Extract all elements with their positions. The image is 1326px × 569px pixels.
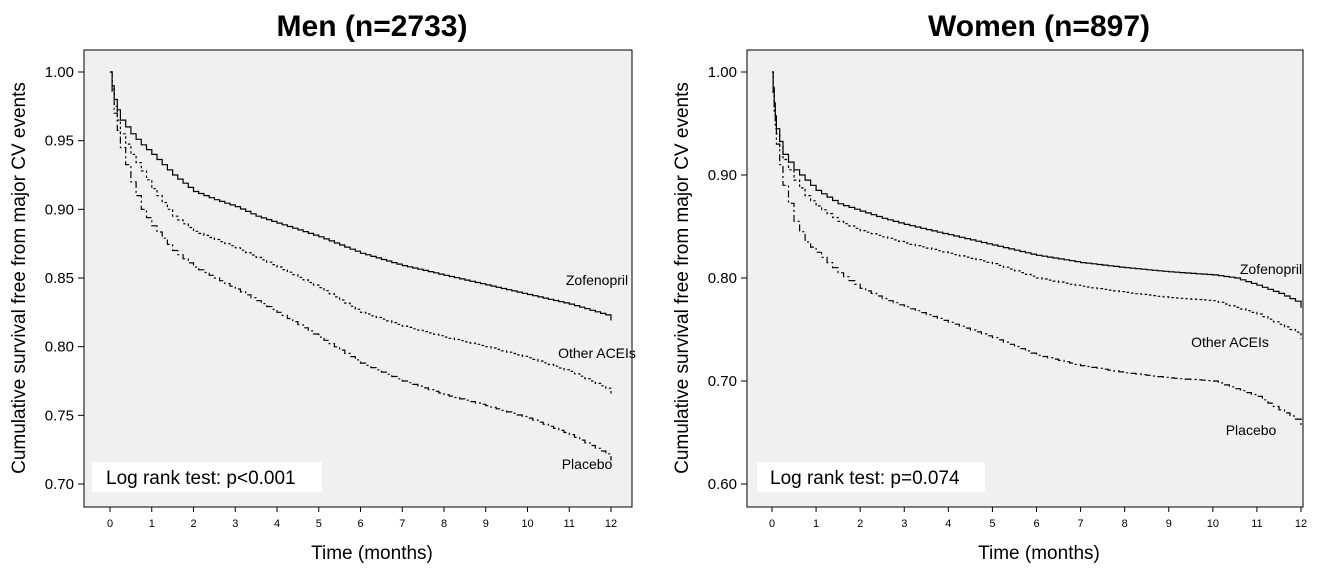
- series-label-other-aceis: Other ACEIs: [558, 345, 636, 361]
- y-tick-label: 0.90: [45, 201, 74, 218]
- x-axis: 0 1 2 3 4 5 6 7 8 9 10 11 12: [769, 507, 1307, 530]
- x-tick-label: 6: [357, 518, 363, 530]
- series-line-other-aceis: [772, 71, 1302, 339]
- x-tick-label: 9: [483, 518, 489, 530]
- series-line-other-aceis: [110, 71, 612, 395]
- series-line-placebo: [772, 71, 1302, 427]
- x-tick-label: 1: [149, 518, 155, 530]
- chart-title: Women (n=897): [928, 10, 1150, 43]
- x-tick-label: 6: [1033, 518, 1039, 530]
- series-lines: [772, 71, 1302, 427]
- y-tick-label: 1.00: [45, 64, 74, 81]
- x-tick-label: 1: [813, 518, 819, 530]
- plot-area: [83, 49, 633, 508]
- plot-area: [746, 49, 1304, 508]
- x-tick-label: 10: [1207, 518, 1219, 530]
- log-rank-annotation: Log rank test: p<0.001: [106, 468, 296, 489]
- x-tick-label: 4: [945, 518, 951, 530]
- chart-title: Men (n=2733): [277, 10, 468, 43]
- y-tick-label: 1.00: [708, 64, 737, 81]
- series-line-zofenopril: [110, 71, 612, 321]
- series-labels: Zofenopril Other ACEIs Placebo: [558, 272, 636, 472]
- y-tick-label: 0.70: [45, 476, 74, 493]
- x-axis-label: Time (months): [978, 543, 1100, 564]
- x-tick-label: 2: [857, 518, 863, 530]
- y-axis: 0.70 0.75 0.80 0.85 0.90 0.95 1.00: [45, 64, 84, 493]
- x-tick-label: 12: [1295, 518, 1307, 530]
- series-label-zofenopril: Zofenopril: [1240, 261, 1302, 277]
- y-tick-label: 0.70: [708, 373, 737, 390]
- series-labels: Zofenopril Other ACEIs Placebo: [1191, 261, 1302, 438]
- x-tick-label: 11: [1251, 518, 1262, 530]
- y-tick-label: 0.95: [45, 133, 74, 150]
- y-tick-label: 0.90: [708, 167, 737, 184]
- x-tick-label: 11: [564, 518, 575, 530]
- series-lines: [110, 71, 612, 461]
- y-axis: 0.60 0.70 0.80 0.90 1.00: [708, 64, 747, 493]
- series-label-zofenopril: Zofenopril: [566, 272, 628, 288]
- y-tick-label: 0.80: [708, 270, 737, 287]
- series-line-zofenopril: [772, 71, 1302, 308]
- x-axis: 0 1 2 3 4 5 6 7 8 9 10 11 12: [107, 507, 617, 530]
- series-label-placebo: Placebo: [1226, 422, 1277, 438]
- x-tick-label: 7: [399, 518, 405, 530]
- y-axis-label: Cumulative survival free from major CV e…: [672, 82, 693, 474]
- y-tick-label: 0.80: [45, 339, 74, 356]
- x-tick-label: 5: [316, 518, 322, 530]
- series-line-placebo: [110, 71, 612, 461]
- x-tick-label: 12: [605, 518, 617, 530]
- x-tick-label: 3: [232, 518, 238, 530]
- x-tick-label: 10: [521, 518, 533, 530]
- x-axis-label: Time (months): [311, 543, 433, 564]
- y-axis-label: Cumulative survival free from major CV e…: [9, 82, 30, 474]
- x-tick-label: 0: [107, 518, 113, 530]
- chart-men: Men (n=2733) 0.70 0.75 0.80 0.85 0.90 0.95 1.0…: [9, 10, 636, 564]
- log-rank-annotation: Log rank test: p=0.074: [770, 468, 960, 489]
- x-tick-label: 8: [441, 518, 447, 530]
- x-tick-label: 2: [190, 518, 196, 530]
- annotation-box: [92, 462, 322, 492]
- x-tick-label: 0: [769, 518, 775, 530]
- x-tick-label: 8: [1122, 518, 1128, 530]
- series-label-placebo: Placebo: [562, 456, 613, 472]
- x-tick-label: 4: [274, 518, 280, 530]
- y-tick-label: 0.75: [45, 407, 74, 424]
- x-tick-label: 9: [1166, 518, 1172, 530]
- y-tick-label: 0.85: [45, 270, 74, 287]
- y-tick-label: 0.60: [708, 476, 737, 493]
- series-label-other-aceis: Other ACEIs: [1191, 334, 1269, 350]
- chart-panel-men: Men (n=2733) 0.70 0.75 0.80 0.85 0.90 0.95 1.0…: [9, 10, 636, 564]
- x-tick-label: 7: [1078, 518, 1084, 530]
- x-tick-label: 5: [989, 518, 995, 530]
- annotation-box: [757, 462, 985, 492]
- x-tick-label: 3: [901, 518, 907, 530]
